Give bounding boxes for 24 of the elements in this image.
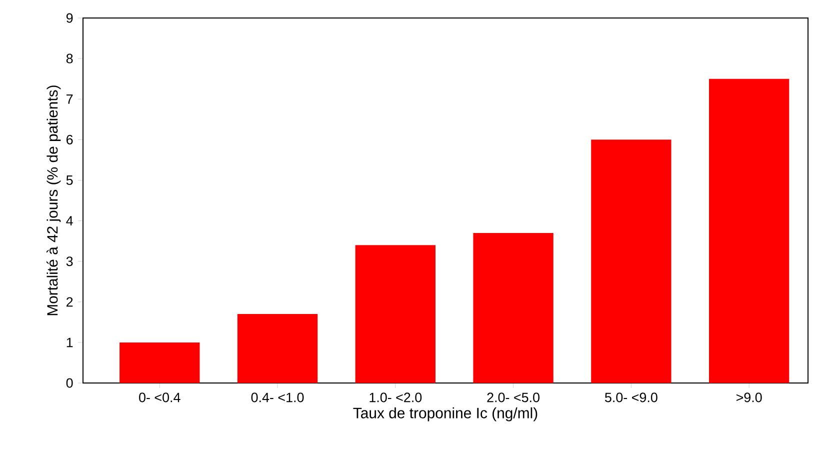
bar <box>591 140 672 383</box>
y-tick-label: 0 <box>66 378 73 388</box>
x-tick-label: 1.0- <2.0 <box>370 392 422 402</box>
x-tick-label: 0.4- <1.0 <box>251 392 304 402</box>
y-tick-label: 6 <box>66 134 73 144</box>
y-tick-label: 7 <box>66 94 73 104</box>
y-tick-label: 1 <box>66 338 73 348</box>
y-axis-title: Mortalité à 42 jours (% de patients) <box>46 86 61 316</box>
x-tick-label: 2.0- <5.0 <box>487 392 540 402</box>
y-tick-label: 4 <box>66 216 73 226</box>
y-tick-label: 8 <box>66 54 73 64</box>
bar <box>120 342 200 383</box>
bar <box>708 78 790 383</box>
x-tick-label: 0- <0.4 <box>139 392 180 402</box>
y-tick-label: 5 <box>66 176 73 185</box>
bar <box>355 245 436 383</box>
y-tick-label: 2 <box>66 297 73 307</box>
y-tick-label: 3 <box>66 256 73 266</box>
x-axis-title: Taux de troponine Ic (ng/ml) <box>353 407 538 422</box>
bar <box>473 232 554 383</box>
x-tick-label: 5.0- <9.0 <box>604 392 658 402</box>
bar <box>237 314 318 383</box>
x-tick-label: >9.0 <box>736 392 762 402</box>
y-tick-label: 9 <box>66 13 73 23</box>
